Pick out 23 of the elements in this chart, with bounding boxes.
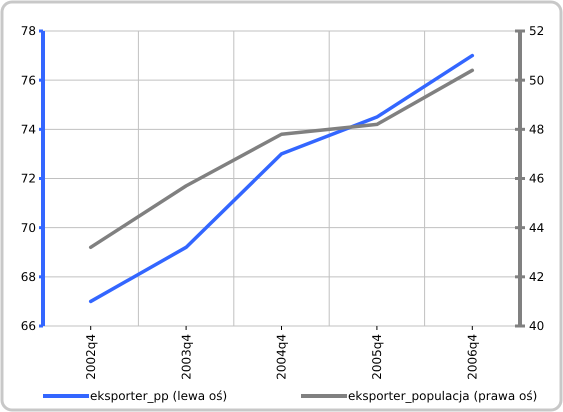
y-tick-label: 76 (20, 73, 36, 88)
y2-tick-label: 50 (529, 73, 544, 88)
legend-label: eksporter_pp (lewa oś) (90, 389, 228, 404)
y2-tick-label: 44 (529, 220, 544, 235)
x-tick-label: 2002q4 (84, 334, 98, 380)
y-tick-label: 68 (20, 270, 36, 284)
y2-tick-label: 42 (529, 270, 544, 284)
x-tick-label: 2003q4 (179, 334, 194, 380)
y-tick-label: 72 (20, 172, 36, 186)
line-series (88, 54, 474, 304)
line-series (88, 68, 474, 250)
y2-tick-label: 52 (529, 24, 544, 38)
y-tick-label: 74 (20, 122, 36, 137)
y-tick-label: 78 (20, 24, 36, 38)
x-tick-label: 2005q4 (370, 334, 384, 380)
y-tick-label: 66 (20, 319, 36, 334)
y2-tick-label: 40 (529, 319, 544, 334)
legend-label: eksporter_populacja (prawa oś) (348, 389, 538, 404)
y-tick-label: 70 (20, 220, 36, 235)
x-tick-label: 2006q4 (466, 334, 480, 380)
y2-tick-label: 46 (529, 172, 544, 186)
y2-tick-label: 48 (529, 122, 544, 137)
x-tick-label: 2004q4 (274, 334, 289, 380)
